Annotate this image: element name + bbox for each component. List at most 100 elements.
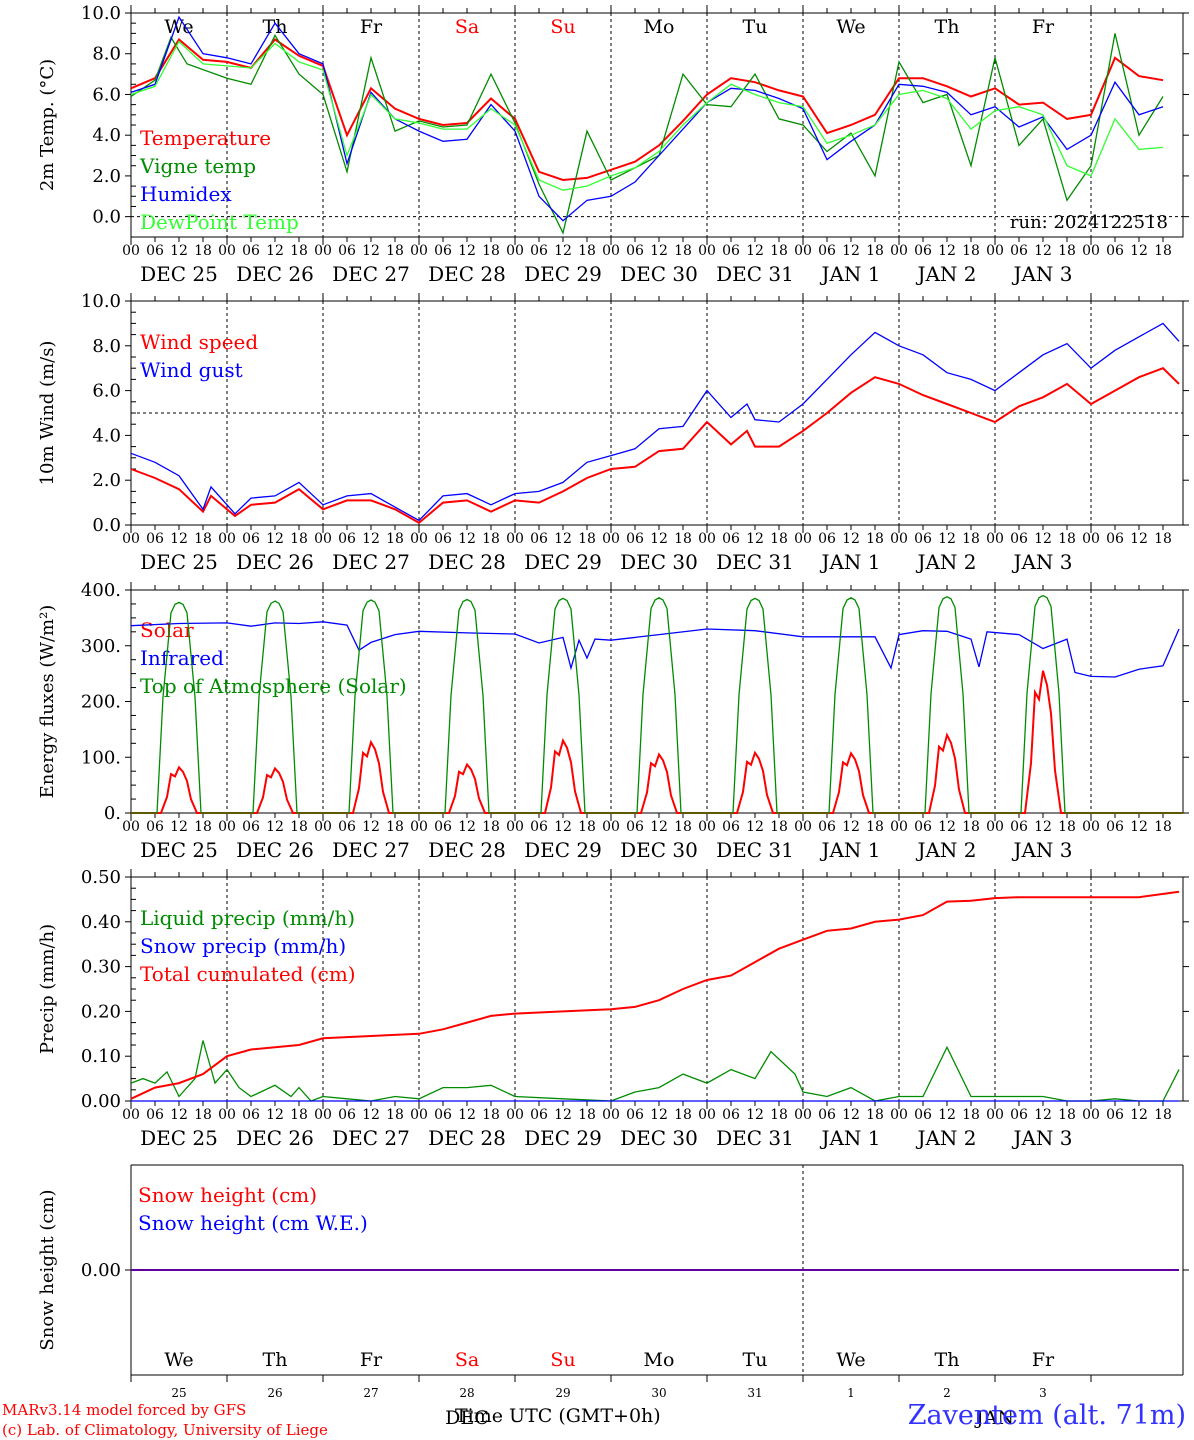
x-hour-label: 06 — [434, 531, 452, 547]
x-hour-label: 06 — [530, 1107, 548, 1123]
y-axis-label: Energy fluxes (W/m²) — [37, 605, 58, 799]
x-hour-label: 00 — [1082, 531, 1100, 547]
x-hour-label: 00 — [698, 819, 716, 835]
x-day-number: 3 — [1039, 1386, 1047, 1400]
x-hour-label: 18 — [866, 243, 884, 259]
x-hour-label: 12 — [266, 819, 284, 835]
weekday-label: We — [164, 16, 193, 38]
x-day-label: DEC 28 — [428, 1126, 506, 1150]
x-hour-label: 06 — [818, 819, 836, 835]
x-hour-label: 18 — [674, 243, 692, 259]
y-tick-label: 0.20 — [81, 1001, 121, 1022]
x-hour-label: 12 — [746, 819, 764, 835]
x-hour-label: 00 — [794, 531, 812, 547]
weekday-label: Tu — [743, 16, 768, 38]
y-tick-label: 0.00 — [81, 1260, 121, 1281]
x-hour-label: 06 — [818, 1107, 836, 1123]
x-hour-label: 18 — [674, 819, 692, 835]
x-day-number: 30 — [651, 1386, 666, 1400]
x-hour-label: 00 — [410, 1107, 428, 1123]
x-day-label: DEC 27 — [332, 262, 410, 286]
x-hour-label: 18 — [386, 531, 404, 547]
x-hour-label: 18 — [1058, 819, 1076, 835]
x-day-label: JAN 2 — [915, 262, 976, 286]
x-hour-label: 00 — [314, 819, 332, 835]
x-hour-label: 18 — [578, 531, 596, 547]
x-hour-label: 06 — [530, 243, 548, 259]
x-hour-label: 18 — [1154, 531, 1172, 547]
y-tick-label: 6.0 — [92, 84, 121, 105]
y-tick-label: 0.00 — [81, 1091, 121, 1112]
x-hour-label: 18 — [674, 1107, 692, 1123]
legend-entry: Snow height (cm) — [138, 1183, 317, 1207]
x-hour-label: 12 — [266, 531, 284, 547]
x-hour-label: 00 — [602, 531, 620, 547]
x-hour-label: 18 — [962, 819, 980, 835]
x-hour-label: 12 — [1034, 531, 1052, 547]
x-hour-label: 18 — [194, 243, 212, 259]
x-day-label: JAN 3 — [1011, 1126, 1072, 1150]
y-axis-label: 2m Temp. (°C) — [37, 59, 58, 191]
y-tick-label: 2.0 — [92, 470, 121, 491]
x-hour-label: 00 — [410, 243, 428, 259]
x-day-number: 26 — [267, 1386, 282, 1400]
x-hour-label: 12 — [1034, 243, 1052, 259]
x-day-label: DEC 27 — [332, 1126, 410, 1150]
series-line-humidex — [130, 15, 1164, 222]
x-hour-label: 00 — [1082, 243, 1100, 259]
x-hour-label: 06 — [434, 819, 452, 835]
x-hour-label: 18 — [290, 1107, 308, 1123]
weekday-label: Tu — [743, 1349, 768, 1371]
x-day-label: DEC 28 — [428, 262, 506, 286]
x-hour-label: 06 — [722, 819, 740, 835]
x-hour-label: 00 — [218, 531, 236, 547]
x-day-label: JAN 3 — [1011, 550, 1072, 574]
x-hour-label: 00 — [986, 243, 1004, 259]
y-tick-label: 10.0 — [81, 291, 121, 312]
x-day-label: DEC 29 — [524, 838, 602, 862]
month-label: JAN — [974, 1407, 1014, 1429]
x-hour-label: 06 — [818, 243, 836, 259]
x-hour-label: 00 — [506, 243, 524, 259]
month-label: DEC — [445, 1407, 489, 1429]
y-tick-label: 0.40 — [81, 912, 121, 933]
x-hour-label: 18 — [290, 531, 308, 547]
x-hour-label: 00 — [122, 243, 140, 259]
legend-entry: DewPoint Temp — [140, 210, 299, 234]
x-hour-label: 00 — [890, 819, 908, 835]
y-tick-label: 200. — [81, 692, 121, 713]
x-hour-label: 00 — [890, 1107, 908, 1123]
x-hour-label: 06 — [242, 243, 260, 259]
x-hour-label: 06 — [626, 243, 644, 259]
x-day-label: DEC 31 — [716, 1126, 794, 1150]
x-hour-label: 18 — [578, 1107, 596, 1123]
x-hour-label: 06 — [338, 531, 356, 547]
x-hour-label: 12 — [938, 243, 956, 259]
x-hour-label: 00 — [122, 531, 140, 547]
x-hour-label: 18 — [290, 819, 308, 835]
x-hour-label: 12 — [746, 243, 764, 259]
x-hour-label: 06 — [434, 1107, 452, 1123]
legend-entry: Liquid precip (mm/h) — [140, 906, 355, 930]
x-hour-label: 00 — [314, 243, 332, 259]
x-hour-label: 06 — [722, 531, 740, 547]
x-hour-label: 00 — [794, 819, 812, 835]
x-day-label: JAN 2 — [915, 1126, 976, 1150]
weekday-label: Sa — [455, 16, 479, 38]
x-hour-label: 06 — [338, 243, 356, 259]
x-day-label: DEC 29 — [524, 1126, 602, 1150]
x-day-label: JAN 2 — [915, 550, 976, 574]
x-hour-label: 06 — [626, 819, 644, 835]
x-hour-label: 12 — [746, 1107, 764, 1123]
series-line-dewpoint-temp — [130, 40, 1164, 191]
x-day-label: DEC 26 — [236, 1126, 314, 1150]
x-hour-label: 12 — [1034, 1107, 1052, 1123]
weekday-label: Mo — [644, 16, 675, 38]
weekday-label: Su — [550, 16, 575, 38]
x-hour-label: 12 — [650, 531, 668, 547]
weekday-label: Fr — [360, 16, 383, 38]
x-day-label: DEC 31 — [716, 838, 794, 862]
x-hour-label: 06 — [626, 1107, 644, 1123]
x-hour-label: 18 — [674, 531, 692, 547]
x-hour-label: 18 — [962, 1107, 980, 1123]
